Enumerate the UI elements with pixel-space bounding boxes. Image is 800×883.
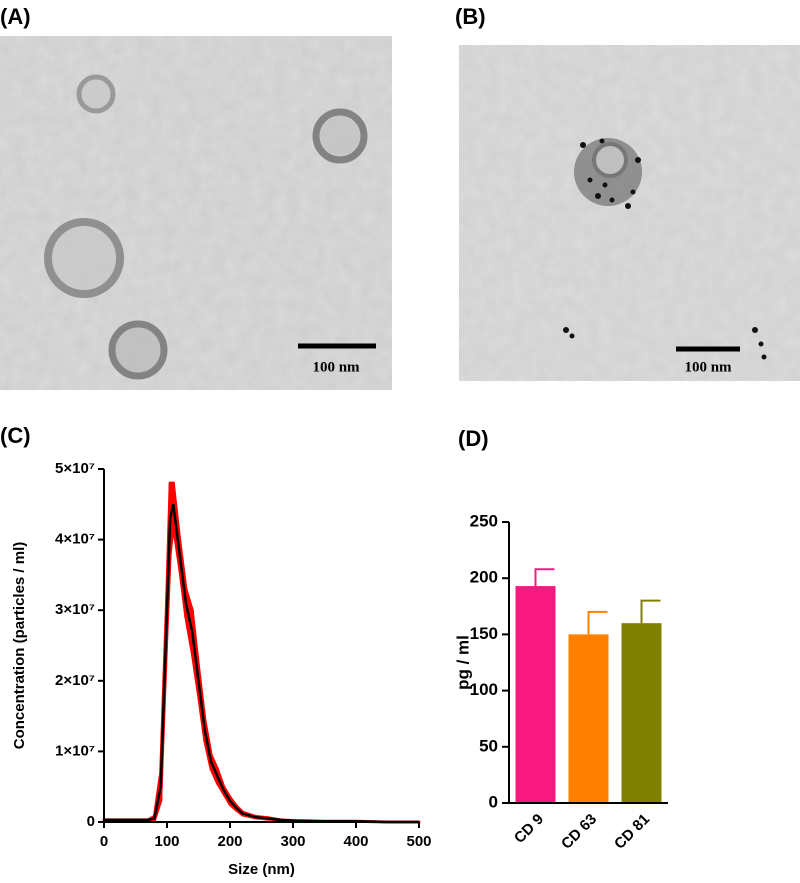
- x-tick-label: 300: [280, 833, 305, 850]
- x-tick-label: 200: [217, 833, 242, 850]
- x-tick-label: 0: [100, 833, 108, 850]
- y-tick-label: 200: [470, 568, 498, 587]
- y-tick-label: 0: [87, 813, 95, 830]
- x-tick-label: CD 81: [611, 811, 653, 853]
- y-tick-label: 2×10⁷: [55, 672, 95, 689]
- y-tick-label: 0: [489, 792, 498, 811]
- y-tick-label: 1×10⁷: [55, 742, 95, 759]
- y-axis-label: Concentration (particles / ml): [11, 542, 28, 750]
- panel-label: (B): [455, 4, 486, 29]
- y-tick-label: 100: [470, 680, 498, 699]
- y-tick-label: 150: [470, 624, 498, 643]
- x-tick-label: 500: [406, 833, 431, 850]
- bar: [568, 634, 609, 803]
- y-tick-label: 3×10⁷: [55, 601, 95, 618]
- line: [104, 504, 419, 824]
- x-tick-label: 100: [154, 833, 179, 850]
- x-tick-label: CD 9: [511, 811, 547, 847]
- y-tick-label: 4×10⁷: [55, 531, 95, 548]
- panel-label: (A): [0, 4, 31, 29]
- micrograph-a: 100 nm: [0, 36, 392, 390]
- x-axis-label: Size (nm): [228, 861, 295, 878]
- micrograph-b: 100 nm: [459, 45, 800, 381]
- panel-label: (D): [458, 426, 489, 451]
- scale-bar-label: 100 nm: [684, 359, 732, 375]
- bar: [621, 623, 662, 803]
- y-tick-label: 5×10⁷: [55, 460, 95, 477]
- x-tick-label: 400: [343, 833, 368, 850]
- y-axis-label: pg / ml: [453, 635, 472, 690]
- y-tick-label: 250: [470, 511, 498, 530]
- panel-label: (C): [0, 423, 31, 448]
- scale-bar-label: 100 nm: [312, 359, 360, 375]
- y-tick-label: 50: [479, 736, 498, 755]
- x-tick-label: CD 63: [558, 811, 600, 853]
- bar: [515, 586, 556, 803]
